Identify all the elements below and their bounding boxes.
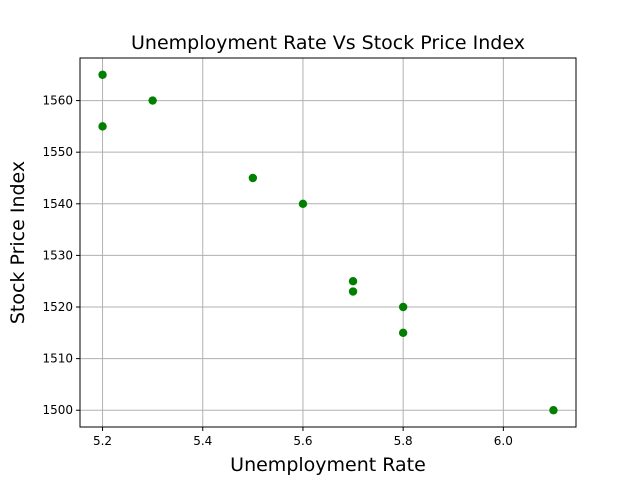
x-tick-label: 5.4 — [193, 434, 212, 448]
y-tick-label: 1530 — [42, 248, 73, 262]
axis-ticks: 5.2 5.4 5.6 5.8 6.0 1500 1510 1520 1530 1540 1550 1… — [42, 94, 512, 448]
grid — [80, 58, 576, 427]
data-point — [398, 328, 408, 338]
y-tick-label: 1510 — [42, 352, 73, 366]
y-tick-label: 1520 — [42, 300, 73, 314]
x-tick-label: 5.8 — [394, 434, 413, 448]
data-point — [248, 173, 258, 183]
data-point — [348, 287, 358, 296]
x-axis-label: Unemployment Rate — [230, 454, 426, 476]
data-point — [348, 277, 358, 286]
plot-frame — [79, 57, 577, 428]
data-point — [98, 122, 107, 131]
y-tick-label: 1540 — [42, 197, 73, 211]
data-point — [398, 302, 408, 312]
chart-title: Unemployment Rate Vs Stock Price Index — [131, 32, 525, 54]
y-axis-label: Stock Price Index — [7, 161, 29, 324]
x-tick-label: 5.2 — [93, 434, 112, 448]
data-point — [298, 199, 308, 208]
x-tick-label: 6.0 — [494, 434, 513, 448]
y-tick-label: 1500 — [42, 403, 73, 417]
x-tick-label: 5.6 — [293, 434, 312, 448]
data-points — [98, 70, 558, 415]
data-point — [148, 96, 157, 105]
y-tick-label: 1550 — [42, 145, 73, 159]
data-point — [549, 406, 558, 415]
y-tick-label: 1560 — [42, 94, 73, 108]
data-point — [98, 70, 107, 79]
